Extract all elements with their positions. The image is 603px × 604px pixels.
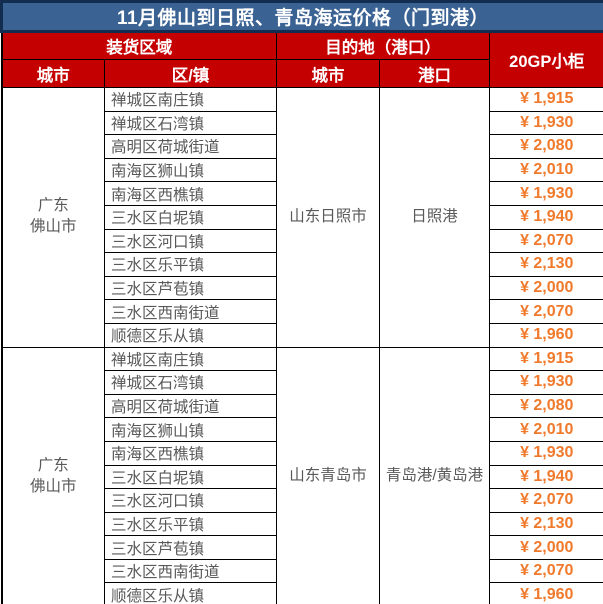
price-cell: ¥ 2,070	[488, 228, 603, 254]
price-cell: ¥ 1,940	[488, 204, 603, 230]
district-cell: 三水区乐平镇	[104, 511, 277, 537]
table-row: 南海区西樵镇 ¥ 1,930	[2, 181, 603, 206]
price-cell: ¥ 1,940	[488, 464, 603, 490]
table-row: 三水区河口镇 ¥ 2,070	[2, 488, 603, 513]
price-cell: ¥ 1,930	[488, 370, 603, 395]
price-cell: ¥ 2,000	[488, 275, 603, 301]
price-cell: ¥ 2,080	[488, 393, 603, 419]
district-cell: 南海区西樵镇	[104, 440, 277, 466]
table-row: 禅城区石湾镇 ¥ 1,930	[2, 370, 603, 395]
origin-city-cell: 广东 佛山市	[1, 346, 105, 604]
dest-city-cell: 山东青岛市	[276, 346, 380, 604]
district-cell: 顺德区乐从镇	[104, 582, 277, 604]
price-cell: ¥ 1,960	[488, 322, 603, 348]
district-cell: 顺德区乐从镇	[104, 322, 277, 348]
district-cell: 三水区乐平镇	[104, 252, 277, 277]
price-cell: ¥ 1,960	[488, 582, 603, 604]
price-cell: ¥ 2,010	[488, 157, 603, 183]
district-cell: 三水区西南街道	[104, 558, 277, 584]
price-cell: ¥ 2,130	[488, 511, 603, 537]
table-row: 广东 佛山市 禅城区南庄镇 山东日照市 日照港 ¥ 1,915	[1, 87, 603, 348]
district-cell: 南海区狮山镇	[104, 157, 277, 183]
district-cell: 南海区狮山镇	[104, 417, 277, 442]
district-cell: 三水区芦苞镇	[104, 535, 277, 560]
port-cell: 青岛港/黄岛港	[379, 346, 490, 604]
table-row: 三水区河口镇 ¥ 2,070	[2, 228, 603, 254]
header-origin-city: 城市	[1, 59, 105, 88]
district-cell: 三水区河口镇	[104, 228, 277, 254]
table-row: 广东 佛山市 禅城区南庄镇 山东青岛市 青岛港/黄岛港 ¥ 1,915	[1, 346, 603, 604]
header-loading-area: 装货区域	[1, 31, 277, 60]
district-cell: 三水区河口镇	[104, 488, 277, 513]
table-row: 三水区白坭镇 ¥ 1,940	[2, 464, 603, 490]
district-cell: 禅城区石湾镇	[104, 110, 277, 136]
district-cell: 三水区白坭镇	[104, 464, 277, 490]
price-cell: ¥ 1,930	[488, 110, 603, 136]
table-row: 南海区狮山镇 ¥ 2,010	[2, 417, 603, 442]
header-row-groups: 装货区域 目的地（港口） 20GP小柜	[1, 31, 603, 88]
title-row: 11月佛山到日照、青岛海运价格（门到港）	[0, 0, 603, 33]
district-cell: 禅城区南庄镇	[104, 87, 277, 112]
origin-city-line2: 佛山市	[29, 477, 77, 495]
price-cell: ¥ 1,930	[488, 440, 603, 466]
price-cell: ¥ 2,000	[488, 535, 603, 560]
price-cell: ¥ 1,915	[488, 87, 603, 112]
port-cell: 日照港	[379, 87, 490, 348]
district-cell: 高明区荷城街道	[104, 393, 277, 419]
table-row: 高明区荷城街道 ¥ 2,080	[2, 134, 603, 159]
price-cell: ¥ 2,010	[488, 417, 603, 442]
origin-city-line1: 广东	[37, 197, 69, 215]
table-row: 顺德区乐从镇 ¥ 1,960	[2, 322, 603, 348]
origin-city-line2: 佛山市	[29, 218, 77, 236]
header-district: 区/镇	[104, 59, 277, 88]
price-cell: ¥ 2,070	[488, 299, 603, 324]
table-row: 禅城区石湾镇 ¥ 1,930	[2, 110, 603, 136]
table-row: 三水区西南街道 ¥ 2,070	[2, 299, 603, 324]
price-cell: ¥ 2,080	[488, 134, 603, 159]
price-cell: ¥ 2,070	[488, 488, 603, 513]
district-cell: 南海区西樵镇	[104, 181, 277, 206]
price-cell: ¥ 2,130	[488, 252, 603, 277]
price-cell: ¥ 1,915	[488, 346, 603, 372]
district-cell: 禅城区南庄镇	[104, 346, 277, 372]
price-cell: ¥ 2,070	[488, 558, 603, 584]
origin-city-line1: 广东	[37, 456, 69, 474]
header-destination: 目的地（港口）	[276, 31, 490, 60]
district-cell: 三水区白坭镇	[104, 204, 277, 230]
price-cell: ¥ 1,930	[488, 181, 603, 206]
page-title: 11月佛山到日照、青岛海运价格（门到港）	[0, 0, 603, 33]
district-cell: 高明区荷城街道	[104, 134, 277, 159]
table-row: 三水区乐平镇 ¥ 2,130	[2, 252, 603, 277]
header-container-price: 20GP小柜	[488, 31, 603, 88]
district-cell: 三水区芦苞镇	[104, 275, 277, 301]
header-row-columns: 城市 区/镇 城市 港口	[1, 59, 603, 88]
table-row: 三水区芦苞镇 ¥ 2,000	[2, 275, 603, 301]
table-row: 南海区西樵镇 ¥ 1,930	[2, 440, 603, 466]
dest-city-cell: 山东日照市	[276, 87, 380, 348]
table-row: 三水区芦苞镇 ¥ 2,000	[2, 535, 603, 560]
district-cell: 三水区西南街道	[104, 299, 277, 324]
header-dest-city: 城市	[276, 59, 380, 88]
table-row: 顺德区乐从镇 ¥ 1,960	[2, 582, 603, 604]
origin-city-cell: 广东 佛山市	[1, 87, 105, 348]
district-cell: 禅城区石湾镇	[104, 370, 277, 395]
header-port: 港口	[379, 59, 490, 88]
table-row: 高明区荷城街道 ¥ 2,080	[2, 393, 603, 419]
